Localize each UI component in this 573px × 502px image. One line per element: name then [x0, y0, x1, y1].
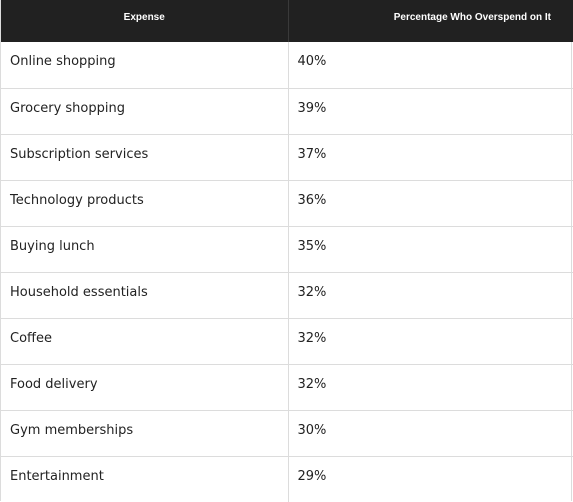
percent-cell: 29% — [297, 468, 327, 484]
percent-cell: 40% — [288, 42, 573, 89]
expense-cell: Technology products — [1, 180, 289, 227]
expense-cell: Food delivery — [1, 364, 289, 411]
table-row: Coffee 32% — [1, 318, 573, 365]
column-header-expense: Expense — [1, 0, 289, 42]
table-row: Subscription services 37% — [1, 134, 573, 181]
percent-cell: 37% — [288, 134, 573, 181]
expense-cell: Buying lunch — [1, 226, 289, 273]
expense-cell: Gym memberships — [1, 410, 289, 457]
table-body: Online shopping 40% Grocery shopping 39%… — [1, 42, 573, 502]
table-header: Expense Percentage Who Overspend on It — [1, 0, 573, 42]
percent-cell: 30% — [288, 410, 573, 457]
table-row: Technology products 36% — [1, 180, 573, 227]
expense-cell: Subscription services — [1, 134, 289, 181]
percent-cell: 32% — [288, 364, 573, 411]
expense-cell: Entertainment — [1, 456, 289, 502]
expense-cell: Coffee — [1, 318, 289, 365]
expense-cell: Household essentials — [1, 272, 289, 319]
table-row: Online shopping 40% — [1, 42, 573, 89]
expense-cell: Online shopping — [1, 42, 289, 89]
percent-cell: 32% — [288, 272, 573, 319]
table-row: Household essentials 32% — [1, 272, 573, 319]
percent-cell: 32% — [288, 318, 573, 365]
percent-cell: 36% — [288, 180, 573, 227]
column-header-percentage: Percentage Who Overspend on It — [393, 12, 551, 23]
table-row: Grocery shopping 39% — [1, 88, 573, 135]
table-row: Entertainment 29% — [1, 456, 573, 502]
percent-cell: 39% — [288, 88, 573, 135]
percent-cell: 35% — [288, 226, 573, 273]
header-row: Expense Percentage Who Overspend on It — [1, 0, 573, 42]
table-row: Buying lunch 35% — [1, 226, 573, 273]
table-row: Food delivery 32% — [1, 364, 573, 411]
table-row: Gym memberships 30% — [1, 410, 573, 457]
expense-cell: Grocery shopping — [1, 88, 289, 135]
